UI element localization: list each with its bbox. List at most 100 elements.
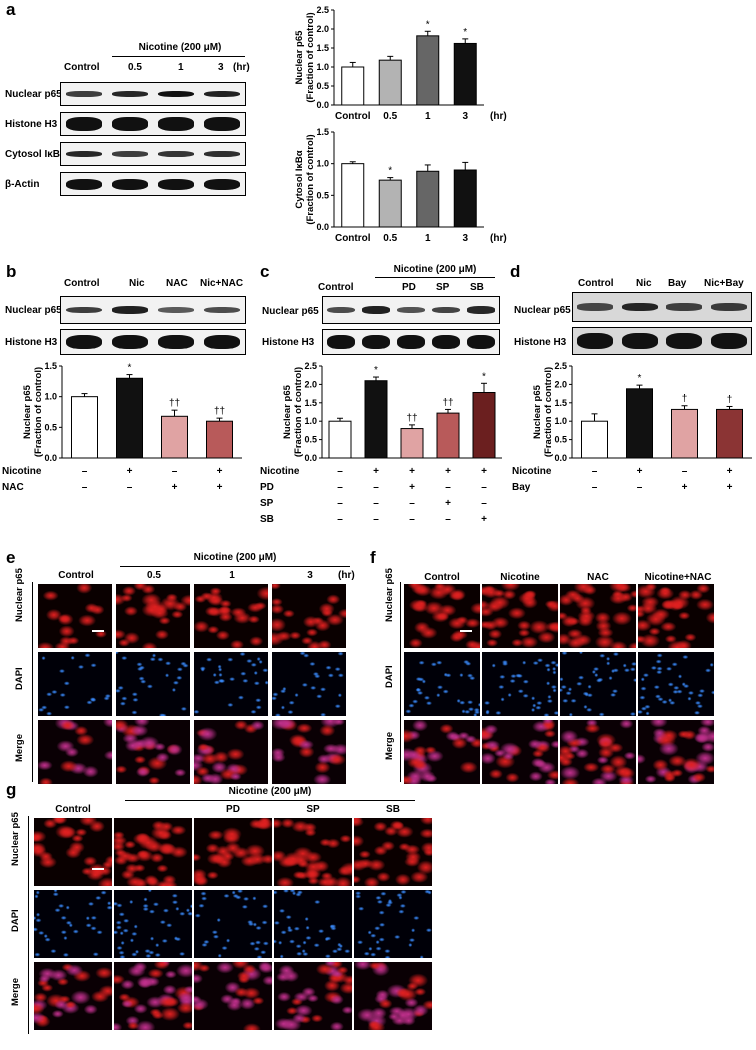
chart-a-bottom: 0.0 0.5 1.0 1.5 Cytosol IκBα (Fraction of con…	[294, 127, 507, 244]
bar	[436, 412, 460, 459]
y-tick-label: 0.5	[304, 435, 317, 445]
treatment-sign: +	[127, 466, 133, 477]
blot-b-histone	[60, 329, 246, 355]
col-d-nic: Nic	[636, 278, 652, 289]
col-b-nic: Nic	[129, 278, 145, 289]
treatment-sign: –	[373, 482, 379, 493]
panel-label-f: f	[370, 548, 376, 567]
blot-band	[111, 151, 149, 157]
col-a-1: 1	[178, 62, 184, 73]
scale-bar	[92, 630, 104, 632]
bar	[453, 42, 477, 106]
micrograph-red	[38, 584, 112, 648]
row-rule-f	[400, 582, 401, 782]
bar	[416, 170, 440, 228]
bar	[378, 59, 402, 106]
treatment-sign: +	[373, 466, 379, 477]
x-unit-label: (hr)	[490, 111, 507, 122]
micrograph-blue	[354, 890, 432, 958]
blot-band	[396, 334, 426, 350]
blot-band	[396, 306, 426, 314]
chart-c: 0.0 0.5 1.0 1.5 2.0 2.5 Nuclear p65 (Fraction o…	[260, 361, 502, 525]
row-f-dapi: DAPI	[384, 665, 395, 688]
bar	[472, 391, 496, 459]
treatment-sign: +	[727, 482, 733, 493]
micrograph-merge	[194, 720, 268, 784]
chart-d: 0.0 0.5 1.0 1.5 2.0 2.5 Nuclear p65 (Fraction o…	[512, 361, 752, 493]
x-unit-label: (hr)	[490, 233, 507, 244]
blot-a-actin	[60, 172, 246, 196]
micrograph-blue	[194, 652, 268, 716]
treatment-sign: +	[481, 466, 487, 477]
bar	[206, 420, 233, 459]
micrograph-merge	[38, 720, 112, 784]
micrograph-merge	[114, 962, 192, 1030]
blot-band	[577, 333, 614, 349]
blot-band	[432, 306, 461, 314]
col-e-1: 1	[229, 570, 235, 581]
nicotine-header-c: Nicotine (200 μM)	[393, 264, 477, 275]
blot-band	[666, 303, 703, 311]
y-tick-label: 0.5	[316, 190, 329, 200]
micrograph-blue	[560, 652, 636, 716]
blot-band	[577, 303, 614, 311]
panel-label-d: d	[510, 262, 521, 281]
panel-label-c: c	[260, 262, 270, 281]
y-axis-label: Cytosol IκBα	[294, 150, 305, 208]
bar	[341, 66, 365, 106]
col-f-control: Control	[424, 572, 460, 583]
treatment-label: Bay	[512, 482, 531, 493]
treatment-sign: –	[337, 466, 343, 477]
col-d-control: Control	[578, 278, 614, 289]
micrograph-blue	[272, 652, 346, 716]
blot-band	[65, 334, 103, 350]
blot-b-nuclear-p65	[60, 296, 246, 324]
col-a-0-5: 0.5	[128, 62, 142, 73]
micrograph-blue	[404, 652, 480, 716]
x-tick-label: 1	[425, 111, 431, 122]
x-tick-label: 3	[462, 111, 468, 122]
panel-label-a: a	[6, 0, 16, 19]
blot-band	[111, 90, 149, 98]
panel-label-e: e	[6, 548, 16, 567]
micrograph-red	[194, 818, 272, 886]
chart-b: 0.0 0.5 1.0 1.5 Nuclear p65 (Fraction of cont…	[2, 361, 242, 493]
y-axis-label-units: (Fraction of control)	[33, 367, 44, 457]
bar	[626, 388, 653, 459]
y-tick-label: 2.5	[316, 5, 329, 15]
col-e-3: 3	[307, 570, 313, 581]
bar	[71, 396, 98, 459]
treatment-sign: –	[127, 482, 133, 493]
y-tick-label: 1.0	[304, 416, 317, 426]
col-f-nicotine: Nicotine	[500, 572, 540, 583]
treatment-sign: –	[637, 482, 643, 493]
row-rule-e	[32, 582, 33, 782]
blot-band	[621, 303, 658, 311]
y-tick-label: 1.5	[316, 127, 329, 137]
row-f-merge: Merge	[384, 732, 395, 760]
bar	[581, 420, 608, 459]
y-tick-label: 2.5	[304, 361, 317, 371]
micrograph-merge	[116, 720, 190, 784]
treatment-sign: –	[337, 514, 343, 525]
bar	[328, 420, 352, 459]
micrograph-red	[404, 584, 480, 648]
blot-band	[111, 334, 149, 350]
blot-band	[710, 303, 747, 311]
micrograph-red	[194, 584, 268, 648]
treatment-sign: –	[82, 482, 88, 493]
micrograph-merge	[354, 962, 432, 1030]
y-tick-label: 2.0	[554, 379, 567, 389]
y-tick-label: 1.5	[554, 398, 567, 408]
bar	[161, 415, 188, 459]
col-g-control: Control	[55, 804, 91, 815]
row-g-nuclear-p65: Nuclear p65	[10, 812, 21, 866]
micrograph-merge	[272, 720, 346, 784]
y-tick-label: 1.5	[304, 398, 317, 408]
significance-mark: †	[682, 394, 688, 405]
y-tick-label: 1.5	[316, 43, 329, 53]
blot-c-histone	[322, 329, 500, 355]
significance-mark: *	[128, 363, 132, 374]
micrograph-merge	[194, 962, 272, 1030]
micrograph-blue	[482, 652, 558, 716]
